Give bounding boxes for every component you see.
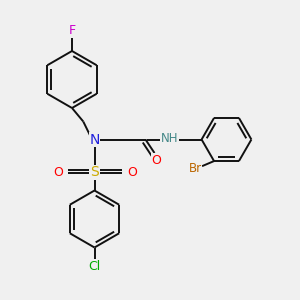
Text: O: O	[152, 154, 161, 167]
Text: O: O	[127, 166, 137, 179]
Text: Cl: Cl	[88, 260, 101, 273]
Text: Br: Br	[189, 162, 202, 175]
Text: NH: NH	[161, 131, 178, 145]
Text: O: O	[53, 166, 63, 179]
Text: S: S	[90, 166, 99, 179]
Text: N: N	[89, 133, 100, 146]
Text: F: F	[68, 24, 76, 38]
